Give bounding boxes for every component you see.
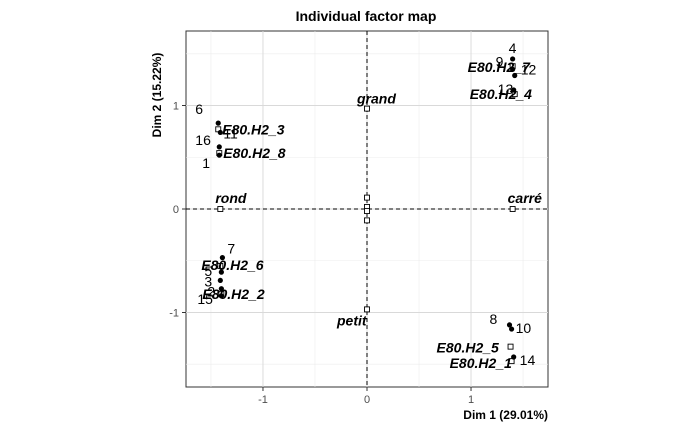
group-marker <box>217 262 224 269</box>
x-axis-title: Dim 1 (29.01%) <box>463 408 548 422</box>
individual-label: 5 <box>204 263 212 279</box>
individual-point <box>218 293 224 299</box>
individual-label: 11 <box>223 125 238 141</box>
individual-point <box>510 56 516 62</box>
group-label: E80.H2_8 <box>223 145 285 161</box>
individual-point <box>216 144 222 150</box>
individual-label: 9 <box>496 53 504 69</box>
point-labels: 12345678910111213141516E80.H2_7E80.H2_4E… <box>195 40 542 371</box>
category-label: carré <box>508 190 542 206</box>
individual-point <box>218 286 224 292</box>
group-marker <box>507 343 514 350</box>
individual-label: 3 <box>204 273 212 289</box>
category-marker <box>364 105 370 112</box>
group-label: E80.H2_1 <box>450 355 512 371</box>
supplementary-marker <box>364 194 370 201</box>
individual-point <box>217 277 223 284</box>
individual-label: 16 <box>195 132 211 148</box>
individual-point <box>511 87 517 93</box>
individual-point <box>511 354 517 360</box>
category-label: rond <box>215 190 247 206</box>
y-axis-title: Dim 2 (15.22%) <box>150 53 164 138</box>
category-marker <box>509 206 516 212</box>
individual-point <box>218 269 224 275</box>
individual-point <box>508 326 515 332</box>
point-markers <box>215 56 518 365</box>
individual-label: 14 <box>520 352 536 368</box>
axis-ticks: -1 0 1 -1 0 1 <box>169 101 474 406</box>
y-tick-label: -1 <box>169 307 179 319</box>
y-tick-label: 0 <box>173 204 179 216</box>
x-tick-label: -1 <box>258 394 268 406</box>
individual-point <box>216 152 222 158</box>
supplementary-marker <box>364 217 370 224</box>
y-tick-label: 1 <box>173 101 179 113</box>
individual-label: 1 <box>202 155 210 171</box>
individual-label: 12 <box>521 62 537 78</box>
category-label: petit <box>336 312 368 328</box>
individual-point <box>217 129 223 136</box>
x-tick-label: 0 <box>364 394 370 406</box>
x-tick-label: 1 <box>468 394 474 406</box>
individual-label: 13 <box>498 81 514 97</box>
individual-label: 6 <box>195 101 203 117</box>
group-marker <box>508 358 515 365</box>
individual-point <box>215 120 221 126</box>
supplementary-marker <box>364 208 370 215</box>
individual-label: 2 <box>207 284 215 300</box>
individual-label: 10 <box>516 320 532 336</box>
category-marker <box>364 306 370 313</box>
individual-point <box>506 322 513 328</box>
group-label: E80.H2_2 <box>202 286 264 302</box>
individual-label: 15 <box>197 291 213 307</box>
category-marker <box>217 206 224 212</box>
group-label: E80.H2_3 <box>222 121 284 137</box>
individual-label: 7 <box>227 241 235 257</box>
group-label: E80.H2_7 <box>468 59 531 75</box>
group-label: E80.H2_6 <box>201 257 263 273</box>
chart-title: Individual factor map <box>296 8 437 24</box>
individual-label: 4 <box>509 40 517 56</box>
individual-point <box>510 66 516 72</box>
category-label: grand <box>356 91 396 107</box>
individual-point <box>219 255 226 261</box>
group-label: E80.H2_5 <box>437 340 499 356</box>
individual-label: 8 <box>490 311 498 327</box>
group-label: E80.H2_4 <box>470 86 532 102</box>
individual-point <box>512 72 518 79</box>
